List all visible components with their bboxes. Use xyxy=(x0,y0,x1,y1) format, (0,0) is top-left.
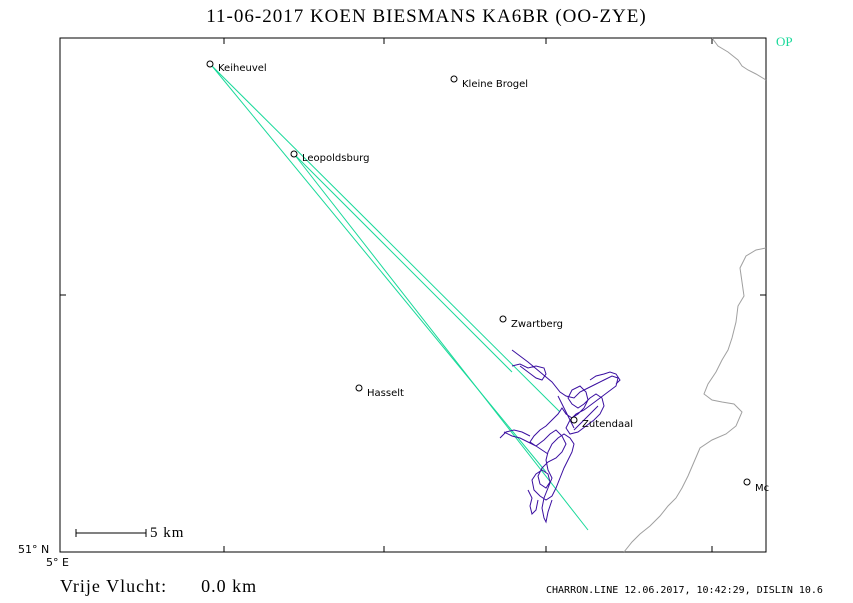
route-leg xyxy=(209,63,561,413)
op-label: OP xyxy=(776,34,793,49)
place-markers: Keiheuvel Kleine Brogel Leopoldsburg Zwa… xyxy=(206,60,769,494)
route-leg xyxy=(293,153,589,531)
route-leg xyxy=(295,155,513,373)
place-label: Keiheuvel xyxy=(218,63,267,74)
scale-bar-label: 5 km xyxy=(150,525,185,541)
place-marker-icon xyxy=(570,416,578,424)
place-zwartberg: Zwartberg xyxy=(499,315,563,330)
route-lines xyxy=(209,63,589,531)
place-label: Leopoldsburg xyxy=(302,153,369,164)
place-label: Mc xyxy=(755,483,769,494)
flight-track xyxy=(499,349,621,524)
place-leopoldsburg: Leopoldsburg xyxy=(290,150,369,164)
place-marker-icon xyxy=(450,75,458,83)
place-marker-icon xyxy=(290,150,298,158)
place-kleine-brogel: Kleine Brogel xyxy=(450,75,528,90)
place-label: Hasselt xyxy=(367,388,404,399)
place-keiheuvel: Keiheuvel xyxy=(206,60,267,74)
place-label: Kleine Brogel xyxy=(462,79,528,90)
place-label: Zwartberg xyxy=(511,319,563,330)
country-border xyxy=(623,37,767,553)
map-frame xyxy=(59,37,767,553)
place-marker-icon xyxy=(206,60,214,68)
place-marker-icon xyxy=(499,315,507,323)
axis-ticks xyxy=(60,38,766,553)
free-flight-distance: Vrije Vlucht: 0.0 km xyxy=(60,576,257,597)
longitude-label: 5° E xyxy=(46,556,69,569)
map-title: 11-06-2017 KOEN BIESMANS KA6BR (OO-ZYE) xyxy=(206,6,647,27)
route-leg xyxy=(211,65,547,473)
place-label: Zutendaal xyxy=(582,419,633,430)
scale-bar xyxy=(75,529,147,537)
free-flight-label: Vrije Vlucht: xyxy=(60,576,168,596)
footer-credit: CHARRON.LINE 12.06.2017, 10:42:29, DISLI… xyxy=(546,585,823,596)
latitude-label: 51° N xyxy=(18,543,50,556)
place-marker-icon xyxy=(355,384,363,392)
place-zutendaal: Zutendaal xyxy=(570,416,633,430)
place-hasselt: Hasselt xyxy=(355,384,404,399)
place-mc: Mc xyxy=(743,478,769,494)
place-marker-icon xyxy=(743,478,751,486)
free-flight-value: 0.0 km xyxy=(201,576,258,596)
